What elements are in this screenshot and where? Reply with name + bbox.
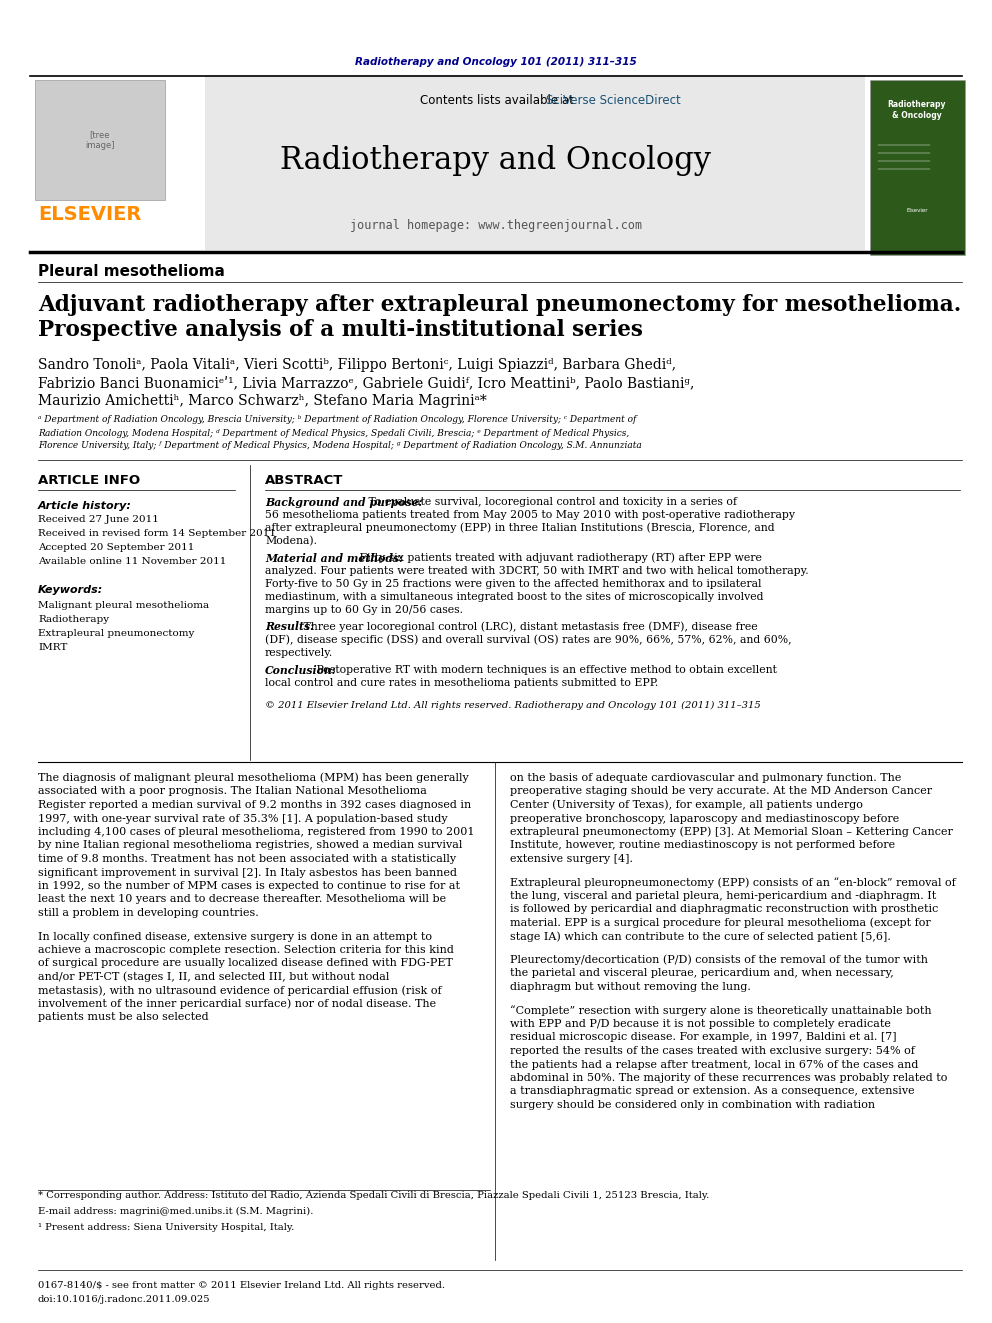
Text: [tree
image]: [tree image]	[85, 130, 115, 149]
Text: surgery should be considered only in combination with radiation: surgery should be considered only in com…	[510, 1099, 875, 1110]
Text: Sandro Tonoliᵃ, Paola Vitaliᵃ, Vieri Scottiᵇ, Filippo Bertoniᶜ, Luigi Spiazziᵈ, : Sandro Tonoliᵃ, Paola Vitaliᵃ, Vieri Sco…	[38, 359, 677, 372]
Text: Postoperative RT with modern techniques is an effective method to obtain excelle: Postoperative RT with modern techniques …	[312, 665, 777, 675]
Text: 1997, with one-year survival rate of 35.3% [1]. A population-based study: 1997, with one-year survival rate of 35.…	[38, 814, 447, 823]
Text: is followed by pericardial and diaphragmatic reconstruction with prosthetic: is followed by pericardial and diaphragm…	[510, 905, 938, 914]
Text: margins up to 60 Gy in 20/56 cases.: margins up to 60 Gy in 20/56 cases.	[265, 605, 463, 615]
Text: * Corresponding author. Address: Istituto del Radio, Azienda Spedali Civili di B: * Corresponding author. Address: Istitut…	[38, 1191, 709, 1200]
Text: Register reported a median survival of 9.2 months in 392 cases diagnosed in: Register reported a median survival of 9…	[38, 800, 471, 810]
Text: Radiotherapy and Oncology: Radiotherapy and Oncology	[281, 144, 711, 176]
Text: the lung, visceral and parietal pleura, hemi-pericardium and -diaphragm. It: the lung, visceral and parietal pleura, …	[510, 890, 936, 901]
Text: of surgical procedure are usually localized disease defined with FDG-PET: of surgical procedure are usually locali…	[38, 958, 453, 968]
Text: metastasis), with no ultrasound evidence of pericardial effusion (risk of: metastasis), with no ultrasound evidence…	[38, 986, 441, 996]
Text: in 1992, so the number of MPM cases is expected to continue to rise for at: in 1992, so the number of MPM cases is e…	[38, 881, 460, 890]
Text: with EPP and P/D because it is not possible to completely eradicate: with EPP and P/D because it is not possi…	[510, 1019, 891, 1029]
Text: including 4,100 cases of pleural mesothelioma, registered from 1990 to 2001: including 4,100 cases of pleural mesothe…	[38, 827, 474, 837]
Text: local control and cure rates in mesothelioma patients submitted to EPP.: local control and cure rates in mesothel…	[265, 677, 659, 688]
Text: journal homepage: www.thegreenjournal.com: journal homepage: www.thegreenjournal.co…	[350, 218, 642, 232]
Text: Extrapleural pneumonectomy: Extrapleural pneumonectomy	[38, 628, 194, 638]
Text: analyzed. Four patients were treated with 3DCRT, 50 with IMRT and two with helic: analyzed. Four patients were treated wit…	[265, 566, 808, 576]
Text: still a problem in developing countries.: still a problem in developing countries.	[38, 908, 259, 918]
Text: Results:: Results:	[265, 622, 314, 632]
Text: “Complete” resection with surgery alone is theoretically unattainable both: “Complete” resection with surgery alone …	[510, 1005, 931, 1016]
Text: a transdiaphragmatic spread or extension. As a consequence, extensive: a transdiaphragmatic spread or extension…	[510, 1086, 915, 1097]
Text: material. EPP is a surgical procedure for pleural mesothelioma (except for: material. EPP is a surgical procedure fo…	[510, 918, 930, 929]
Text: In locally confined disease, extensive surgery is done in an attempt to: In locally confined disease, extensive s…	[38, 931, 432, 942]
Text: patients must be also selected: patients must be also selected	[38, 1012, 208, 1023]
Text: To evaluate survival, locoregional control and toxicity in a series of: To evaluate survival, locoregional contr…	[365, 497, 737, 507]
Text: Material and methods:: Material and methods:	[265, 553, 403, 564]
Text: © 2011 Elsevier Ireland Ltd. All rights reserved. Radiotherapy and Oncology 101 : © 2011 Elsevier Ireland Ltd. All rights …	[265, 700, 761, 709]
Text: Forty-five to 50 Gy in 25 fractions were given to the affected hemithorax and to: Forty-five to 50 Gy in 25 fractions were…	[265, 579, 762, 589]
Text: IMRT: IMRT	[38, 643, 67, 651]
Text: Prospective analysis of a multi-institutional series: Prospective analysis of a multi-institut…	[38, 319, 643, 341]
Text: Fabrizio Banci Buonamiciᵉʹ¹, Livia Marrazzoᵉ, Gabriele Guidiᶠ, Icro Meattiniᵇ, P: Fabrizio Banci Buonamiciᵉʹ¹, Livia Marra…	[38, 376, 694, 390]
Text: Available online 11 November 2011: Available online 11 November 2011	[38, 557, 226, 566]
Text: abdominal in 50%. The majority of these recurrences was probably related to: abdominal in 50%. The majority of these …	[510, 1073, 947, 1084]
Text: associated with a poor prognosis. The Italian National Mesothelioma: associated with a poor prognosis. The It…	[38, 786, 427, 796]
Bar	[870, 79, 965, 255]
Text: by nine Italian regional mesothelioma registries, showed a median survival: by nine Italian regional mesothelioma re…	[38, 840, 462, 851]
Text: extensive surgery [4].: extensive surgery [4].	[510, 855, 633, 864]
Text: mediastinum, with a simultaneous integrated boost to the sites of microscopicall: mediastinum, with a simultaneous integra…	[265, 591, 764, 602]
Text: Radiotherapy and Oncology 101 (2011) 311–315: Radiotherapy and Oncology 101 (2011) 311…	[355, 57, 637, 67]
Text: Accepted 20 September 2011: Accepted 20 September 2011	[38, 544, 194, 553]
Text: SciVerse ScienceDirect: SciVerse ScienceDirect	[546, 94, 681, 106]
Text: residual microscopic disease. For example, in 1997, Baldini et al. [7]: residual microscopic disease. For exampl…	[510, 1032, 897, 1043]
Text: ¹ Present address: Siena University Hospital, Italy.: ¹ Present address: Siena University Hosp…	[38, 1222, 295, 1232]
Text: and/or PET-CT (stages I, II, and selected III, but without nodal: and/or PET-CT (stages I, II, and selecte…	[38, 971, 390, 982]
Text: Radiotherapy: Radiotherapy	[38, 614, 109, 623]
Text: Received 27 June 2011: Received 27 June 2011	[38, 516, 159, 524]
Text: Maurizio Amichettiʰ, Marco Schwarzʰ, Stefano Maria Magriniᵃ*: Maurizio Amichettiʰ, Marco Schwarzʰ, Ste…	[38, 394, 487, 407]
Text: Contents lists available at: Contents lists available at	[420, 94, 577, 106]
Text: Three year locoregional control (LRC), distant metastasis free (DMF), disease fr: Three year locoregional control (LRC), d…	[300, 622, 758, 632]
Text: Received in revised form 14 September 2011: Received in revised form 14 September 20…	[38, 529, 276, 538]
Text: (DF), disease specific (DSS) and overall survival (OS) rates are 90%, 66%, 57%, : (DF), disease specific (DSS) and overall…	[265, 635, 792, 646]
Text: time of 9.8 months. Treatment has not been associated with a statistically: time of 9.8 months. Treatment has not be…	[38, 855, 456, 864]
Text: 0167-8140/$ - see front matter © 2011 Elsevier Ireland Ltd. All rights reserved.: 0167-8140/$ - see front matter © 2011 El…	[38, 1281, 445, 1290]
Text: 56 mesothelioma patients treated from May 2005 to May 2010 with post-operative r: 56 mesothelioma patients treated from Ma…	[265, 509, 795, 520]
Text: the patients had a relapse after treatment, local in 67% of the cases and: the patients had a relapse after treatme…	[510, 1060, 919, 1069]
Text: stage IA) which can contribute to the cure of selected patient [5,6].: stage IA) which can contribute to the cu…	[510, 931, 891, 942]
Text: Keywords:: Keywords:	[38, 585, 103, 595]
Text: preoperative bronchoscopy, laparoscopy and mediastinoscopy before: preoperative bronchoscopy, laparoscopy a…	[510, 814, 900, 823]
Bar	[35, 79, 165, 200]
Text: Institute, however, routine mediastinoscopy is not performed before: Institute, however, routine mediastinosc…	[510, 840, 895, 851]
Text: achieve a macroscopic complete resection. Selection criteria for this kind: achieve a macroscopic complete resection…	[38, 945, 454, 955]
Text: Adjuvant radiotherapy after extrapleural pneumonectomy for mesothelioma.: Adjuvant radiotherapy after extrapleural…	[38, 294, 961, 316]
Text: Conclusion:: Conclusion:	[265, 664, 336, 676]
Text: extrapleural pneumonectomy (EPP) [3]. At Memorial Sloan – Kettering Cancer: extrapleural pneumonectomy (EPP) [3]. At…	[510, 827, 953, 837]
Text: diaphragm but without removing the lung.: diaphragm but without removing the lung.	[510, 982, 751, 992]
Text: Article history:: Article history:	[38, 501, 132, 511]
Text: E-mail address: magrini@med.unibs.it (S.M. Magrini).: E-mail address: magrini@med.unibs.it (S.…	[38, 1207, 313, 1216]
Text: The diagnosis of malignant pleural mesothelioma (MPM) has been generally: The diagnosis of malignant pleural mesot…	[38, 773, 469, 783]
Text: Radiation Oncology, Modena Hospital; ᵈ Department of Medical Physics, Spedali Ci: Radiation Oncology, Modena Hospital; ᵈ D…	[38, 429, 629, 438]
Text: significant improvement in survival [2]. In Italy asbestos has been banned: significant improvement in survival [2].…	[38, 868, 457, 877]
Text: reported the results of the cases treated with exclusive surgery: 54% of: reported the results of the cases treate…	[510, 1046, 915, 1056]
Text: involvement of the inner pericardial surface) nor of nodal disease. The: involvement of the inner pericardial sur…	[38, 999, 436, 1009]
Text: Background and purpose:: Background and purpose:	[265, 496, 423, 508]
Text: Pleurectomy/decortication (P/D) consists of the removal of the tumor with: Pleurectomy/decortication (P/D) consists…	[510, 955, 928, 966]
Text: least the next 10 years and to decrease thereafter. Mesothelioma will be: least the next 10 years and to decrease …	[38, 894, 446, 905]
Text: ᵃ Department of Radiation Oncology, Brescia University; ᵇ Department of Radiatio: ᵃ Department of Radiation Oncology, Bres…	[38, 415, 637, 425]
Text: Fifty-six patients treated with adjuvant radiotherapy (RT) after EPP were: Fifty-six patients treated with adjuvant…	[356, 553, 762, 564]
Text: Center (University of Texas), for example, all patients undergo: Center (University of Texas), for exampl…	[510, 799, 863, 810]
Text: Florence University, Italy; ᶠ Department of Medical Physics, Modena Hospital; ᵍ : Florence University, Italy; ᶠ Department…	[38, 442, 642, 451]
Text: after extrapleural pneumonectomy (EPP) in three Italian Institutions (Brescia, F: after extrapleural pneumonectomy (EPP) i…	[265, 523, 775, 533]
Text: respectively.: respectively.	[265, 648, 333, 658]
Text: on the basis of adequate cardiovascular and pulmonary function. The: on the basis of adequate cardiovascular …	[510, 773, 902, 783]
Text: Radiotherapy
& Oncology: Radiotherapy & Oncology	[888, 101, 946, 119]
Text: Elsevier: Elsevier	[907, 208, 928, 213]
Text: Modena).: Modena).	[265, 536, 317, 546]
Text: ELSEVIER: ELSEVIER	[39, 205, 142, 225]
Bar	[205, 75, 865, 250]
Text: ABSTRACT: ABSTRACT	[265, 474, 343, 487]
Text: doi:10.1016/j.radonc.2011.09.025: doi:10.1016/j.radonc.2011.09.025	[38, 1295, 210, 1304]
Text: preoperative staging should be very accurate. At the MD Anderson Cancer: preoperative staging should be very accu…	[510, 786, 932, 796]
Text: Malignant pleural mesothelioma: Malignant pleural mesothelioma	[38, 601, 209, 610]
Text: Extrapleural pleuropneumonectomy (EPP) consists of an “en-block” removal of: Extrapleural pleuropneumonectomy (EPP) c…	[510, 877, 955, 888]
Text: Pleural mesothelioma: Pleural mesothelioma	[38, 265, 225, 279]
Text: ARTICLE INFO: ARTICLE INFO	[38, 474, 140, 487]
Text: the parietal and visceral pleurae, pericardium and, when necessary,: the parietal and visceral pleurae, peric…	[510, 968, 894, 979]
